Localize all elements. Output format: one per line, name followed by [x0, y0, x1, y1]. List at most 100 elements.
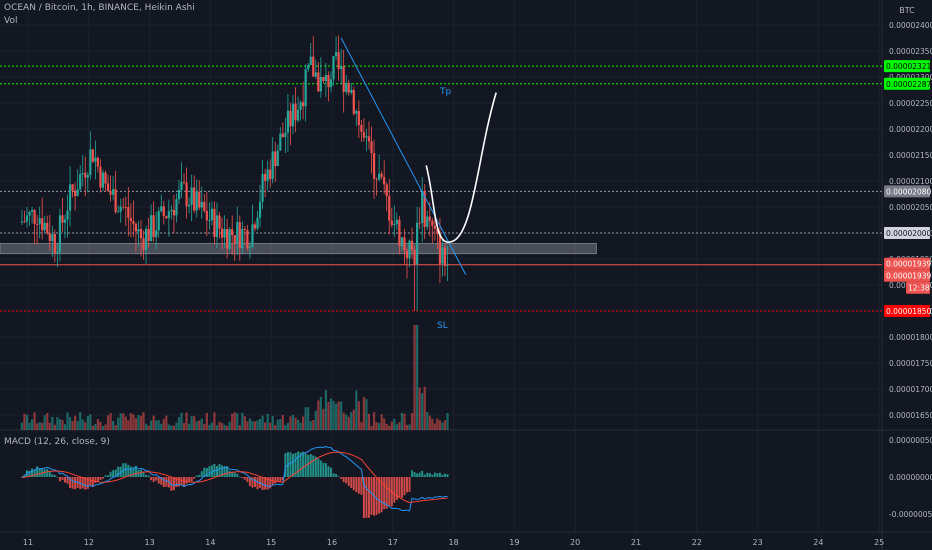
candle-body: [106, 183, 110, 191]
candle-body: [388, 196, 391, 221]
macd-histogram-bar: [236, 473, 239, 477]
volume-bar: [213, 412, 216, 430]
drawings[interactable]: [340, 37, 497, 275]
candle-body: [403, 237, 406, 251]
candle-body: [112, 189, 115, 195]
volume-legend[interactable]: Vol: [4, 16, 18, 26]
macd-histogram-bar: [145, 474, 148, 477]
volume-bar: [33, 412, 36, 430]
volume-bar: [147, 425, 150, 430]
support-zone[interactable]: [0, 243, 597, 255]
volume-bar: [319, 396, 322, 430]
macd-histogram-bar: [221, 465, 224, 477]
volume-bar: [25, 415, 29, 430]
macd-histogram-bar: [31, 468, 34, 477]
candle-body: [139, 229, 143, 239]
macd-histogram-bar: [261, 477, 264, 490]
macd-histogram-bar: [175, 477, 178, 488]
candle-body: [261, 174, 264, 202]
volume-bar: [332, 400, 335, 430]
candle-body: [129, 217, 132, 221]
candle-body: [56, 252, 59, 254]
volume-bar: [416, 325, 419, 430]
time-tick-label: 24: [813, 538, 823, 547]
price-badge-level_4: 0.00002000: [886, 229, 932, 238]
volume-bar: [385, 423, 388, 430]
volume-bar: [302, 416, 305, 430]
volume-bar: [443, 420, 447, 430]
candle-body: [20, 221, 24, 223]
macd-histogram-bar: [147, 475, 150, 477]
candle-body: [46, 222, 49, 234]
volume-bar: [41, 422, 44, 430]
macd-histogram-bar: [183, 477, 186, 487]
candle-body: [198, 192, 201, 208]
price-tick-label: 0.00002350: [889, 47, 932, 56]
volume-bar: [182, 423, 186, 430]
macd-legend[interactable]: MACD (12, 26, close, 9): [4, 437, 110, 447]
time-tick-label: 22: [692, 538, 702, 547]
candle-body: [58, 215, 62, 253]
countdown-badge: 12:38: [908, 284, 930, 293]
macd-histogram-bar: [61, 477, 64, 480]
volume-bar: [291, 414, 295, 430]
candle-body: [314, 72, 317, 77]
volume-bar: [43, 415, 46, 430]
symbol-title[interactable]: OCEAN / Bitcoin, 1h, BINANCE, Heikin Ash…: [4, 3, 195, 13]
horizontal-levels[interactable]: [0, 65, 882, 312]
candle-body: [152, 215, 155, 238]
candle-body: [312, 56, 315, 77]
macd-histogram-bar: [355, 477, 358, 493]
candle-body: [398, 219, 401, 246]
candle-body: [438, 234, 442, 264]
macd-histogram-bar: [238, 476, 241, 478]
macd-histogram-bar: [117, 466, 120, 477]
candle-body: [220, 228, 224, 238]
candle-body: [390, 220, 393, 226]
candle-body: [385, 184, 388, 197]
volume-bar: [322, 408, 325, 430]
candle-body: [418, 222, 421, 224]
volume-bar: [165, 415, 168, 430]
volume-bar: [253, 421, 257, 430]
macd-histogram-bar: [188, 477, 191, 482]
macd-histogram-bar: [367, 477, 370, 518]
time-tick-label: 11: [23, 538, 33, 547]
candle-body: [89, 149, 92, 176]
time-tick-label: 21: [631, 538, 641, 547]
volume-bar: [220, 422, 224, 430]
candle-body: [251, 224, 254, 247]
candle-body: [124, 206, 127, 208]
volume-bar: [89, 414, 92, 430]
macd-histogram-bar: [46, 468, 49, 477]
volume-bar: [71, 420, 74, 430]
macd-histogram-bar: [395, 477, 398, 500]
candle-body: [362, 131, 366, 138]
volume-bar: [246, 421, 249, 430]
volume-bar: [362, 397, 366, 430]
time-tick-label: 23: [753, 538, 763, 547]
volume-bar: [431, 418, 434, 430]
price-tick-label: 0.00002050: [889, 203, 932, 212]
macd-histogram-bar: [403, 477, 406, 496]
candle-body: [84, 173, 87, 178]
candle-body: [109, 190, 112, 195]
volume-bar: [312, 420, 315, 430]
volume-bar: [299, 422, 302, 430]
volume-bar: [167, 424, 170, 430]
volume-bar: [236, 413, 239, 430]
candle-body: [431, 220, 434, 226]
volume-bar: [347, 416, 350, 430]
candle-body: [296, 109, 300, 121]
volume-bars: [20, 325, 449, 430]
volume-bar: [198, 420, 201, 430]
time-axis[interactable]: 11 12 13 14 15 16 17 18 19 20 21 22 23 24 25: [23, 538, 884, 547]
macd-histogram-bar: [375, 477, 378, 515]
candle-body: [76, 189, 79, 197]
volume-bar: [114, 425, 117, 430]
macd-histogram-bar: [428, 472, 431, 477]
candle-body: [405, 250, 409, 259]
macd-histogram-bar: [350, 477, 353, 489]
candle-body: [228, 229, 231, 249]
